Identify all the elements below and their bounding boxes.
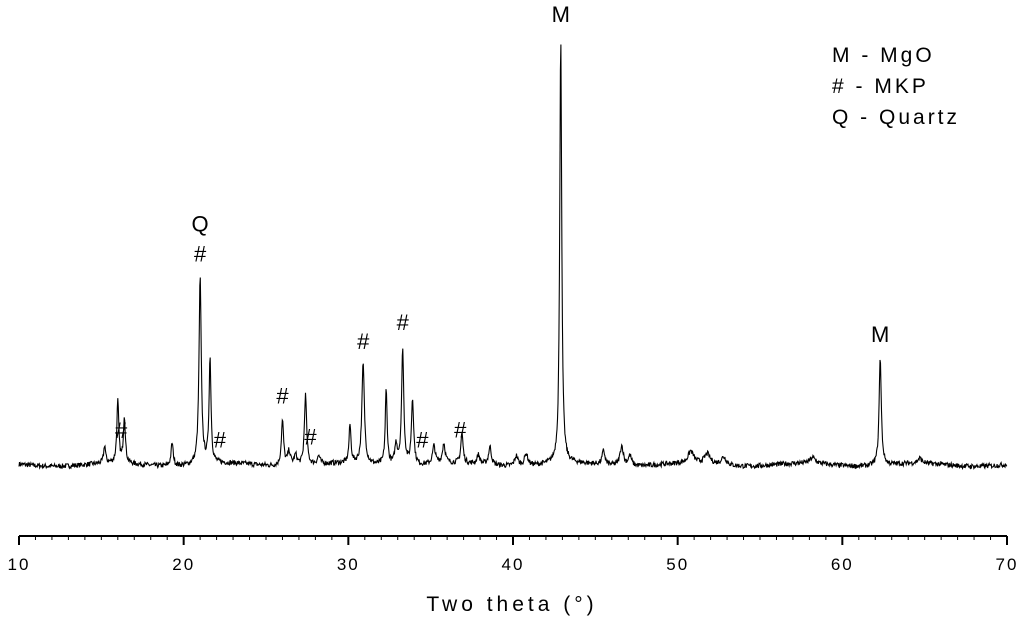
x-tick-label-10: 10: [8, 555, 31, 574]
peak-label-0-1: #: [194, 241, 207, 266]
peak-label-2-0: #: [214, 428, 227, 453]
peak-label-10-0: M: [871, 322, 889, 347]
peak-annotations: Q # # # # # # # # # M M: [115, 2, 889, 453]
legend-entry-mgo: M - MgO: [832, 44, 935, 67]
legend-entry-mkp: # - MKP: [832, 75, 929, 98]
x-tick-label-60: 60: [831, 555, 854, 574]
x-tick-label-70: 70: [996, 555, 1019, 574]
x-tick-label-40: 40: [502, 555, 525, 574]
xrd-pattern-line: [18, 44, 1008, 471]
peak-label-3-0: #: [276, 384, 289, 409]
legend: M - MgO # - MKP Q - Quartz: [832, 44, 960, 129]
peak-label-8-0: #: [454, 418, 467, 443]
peak-label-4-0: #: [304, 425, 317, 450]
x-tick-label-30: 30: [337, 555, 360, 574]
x-tick-label-20: 20: [172, 555, 195, 574]
legend-entry-quartz: Q - Quartz: [832, 106, 960, 129]
x-tick-label-50: 50: [666, 555, 689, 574]
peak-label-7-0: #: [416, 428, 429, 453]
peak-label-0-0: Q: [192, 211, 209, 236]
peak-label-9-0: M: [552, 2, 570, 27]
peak-label-1-0: #: [115, 418, 128, 443]
peak-label-5-0: #: [357, 329, 370, 354]
x-axis-title: Two theta (°): [426, 593, 597, 616]
x-axis-ticks: 10 20 30 40 50 60 70: [8, 536, 1019, 574]
peak-label-6-0: #: [397, 310, 410, 335]
